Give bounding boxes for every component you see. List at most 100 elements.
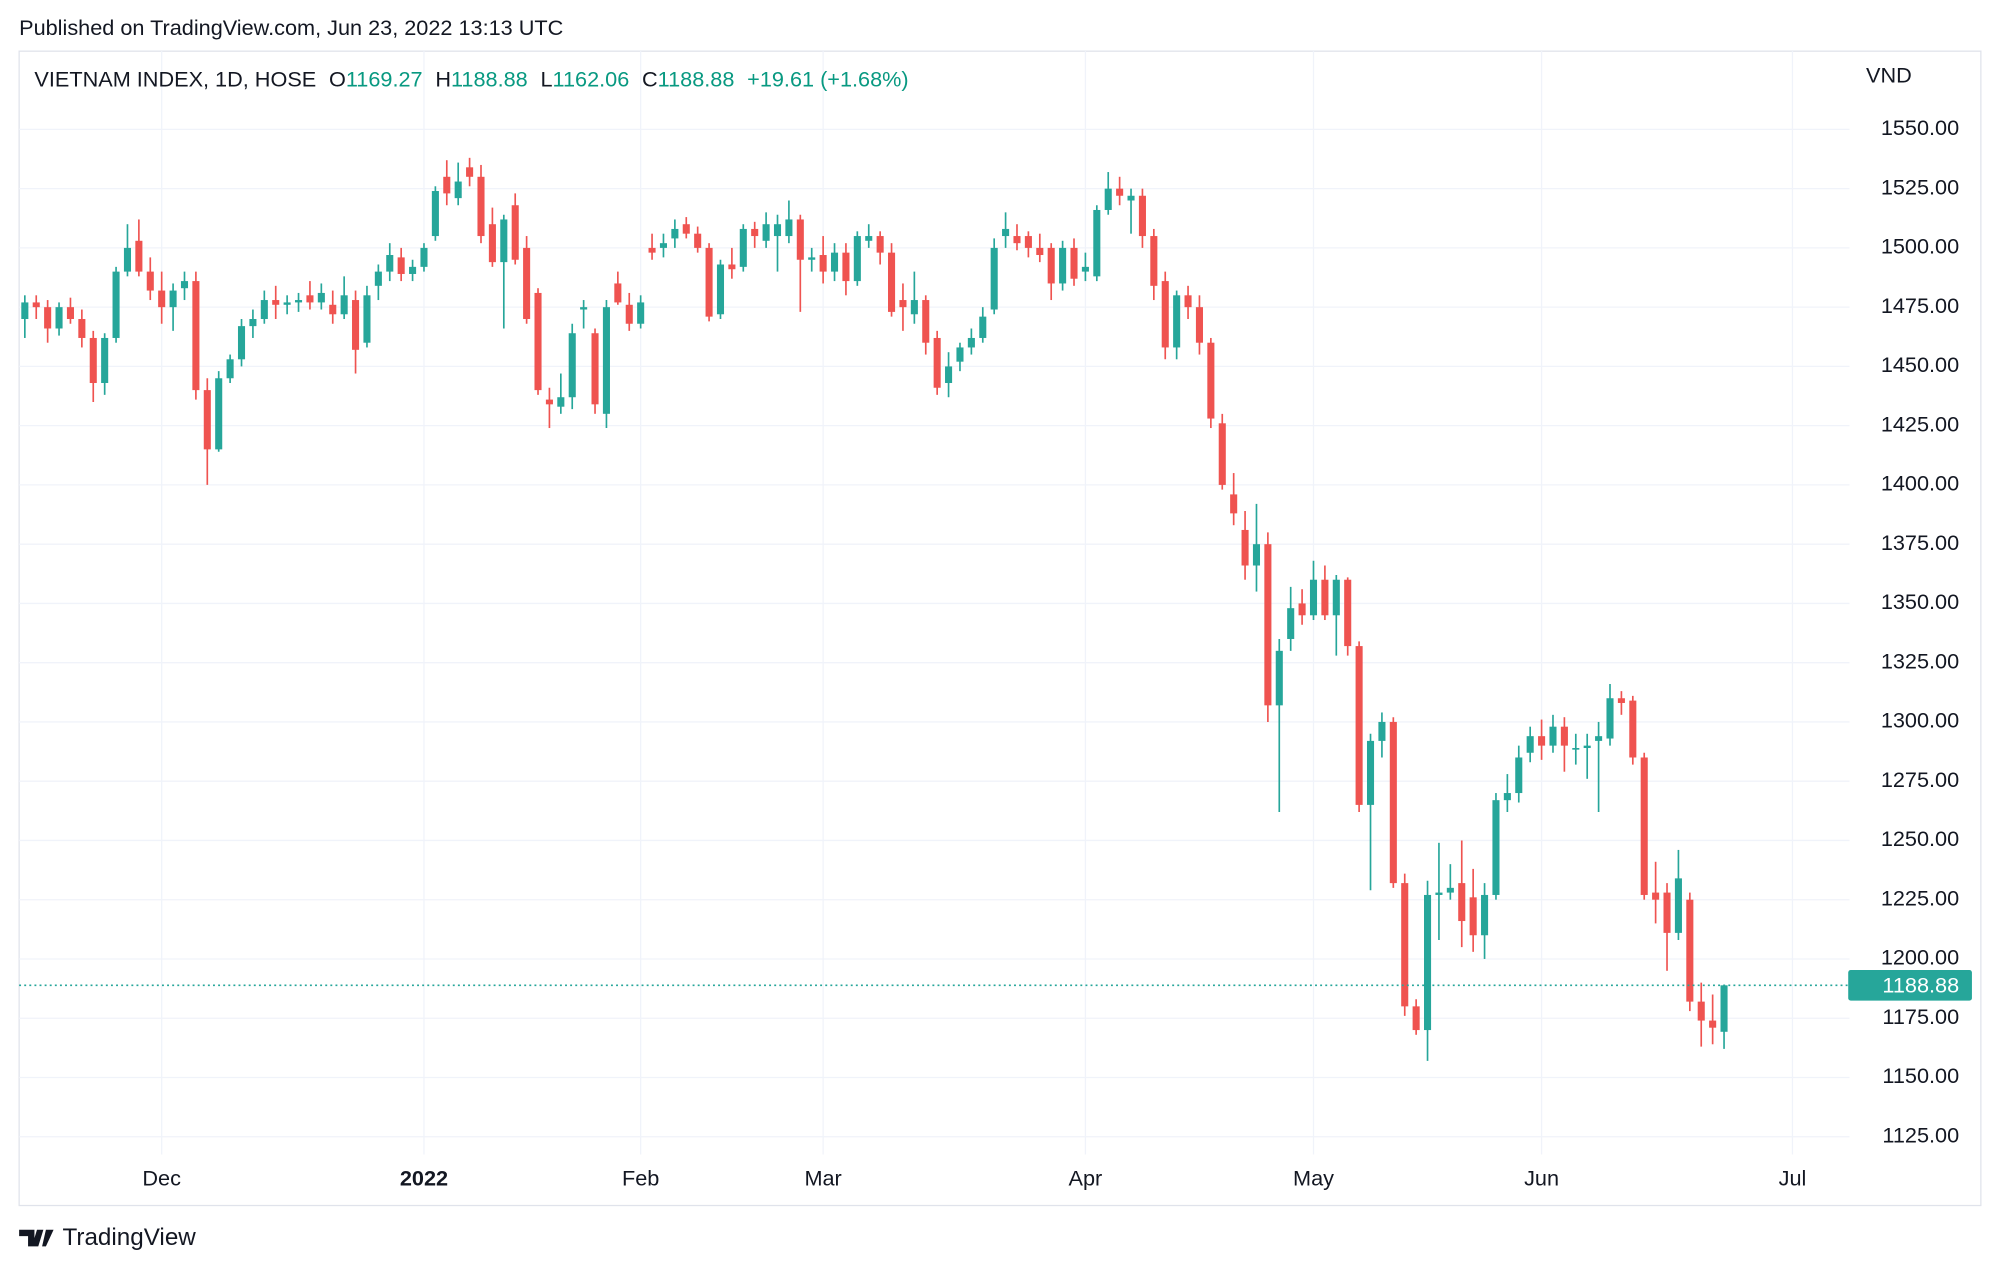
x-tick-label: Apr [1069,1166,1103,1191]
candle-body [55,307,63,329]
candle-body [1059,247,1067,284]
candle-body [1013,236,1021,244]
candle-body [283,302,291,305]
candle-body [1424,894,1432,1031]
candle-body [21,302,29,320]
candle-body [1515,757,1523,794]
y-tick-label: 1450.00 [1881,352,1959,377]
y-tick-label: 1400.00 [1881,471,1959,496]
candle-body [568,333,576,398]
candle-body [580,307,588,310]
candle-body [226,359,234,379]
candle-body [1309,579,1318,616]
candle-body [1560,726,1568,746]
candle-body [78,319,86,338]
candle-body [865,236,873,241]
y-tick-label: 1125.00 [1882,1122,1959,1147]
candle-body [260,300,268,320]
candle-body [101,337,109,384]
y-tick-label: 1225.00 [1881,885,1959,910]
chart-frame [18,50,1982,1207]
x-tick-label: May [1293,1166,1334,1191]
candle-body [1401,883,1409,1007]
published-note: Published on TradingView.com, Jun 23, 20… [19,15,563,40]
candle-body [1595,736,1603,741]
candle-body [66,307,74,320]
high-label: H [435,66,451,91]
candle-body [169,290,177,308]
low-label: L [540,66,552,91]
candle-body [1036,247,1044,256]
candle-body [1720,985,1728,1032]
candle-body [842,252,850,282]
candle-body [910,300,918,315]
candle-body [671,228,679,239]
y-tick-label: 1325.00 [1881,648,1959,673]
candle-body [386,255,394,272]
candle-body [1127,195,1135,201]
footer-brand: TradingView [63,1224,197,1251]
y-tick-label: 1275.00 [1881,767,1959,792]
candle-body [249,319,257,327]
x-tick-label: 2022 [400,1166,448,1191]
candle-body [1116,188,1124,196]
candle-body [477,176,485,237]
candles [19,157,1850,1061]
candle-body [409,266,417,274]
candle-body [967,337,975,348]
last-price-badge [1848,970,1972,1001]
candle-body [945,366,953,384]
candle-body [739,228,747,267]
candle-body [785,219,793,237]
candle-body [329,304,337,315]
logo-mark [19,1229,54,1247]
candle-body [1161,281,1169,348]
candle-body [1686,899,1694,1002]
candle-body [1287,608,1295,639]
candle-body [1332,579,1340,616]
y-tick-label: 1550.00 [1881,115,1959,140]
x-tick-label: Feb [622,1166,659,1191]
candle-body [352,300,360,350]
candle-body [89,337,97,384]
candle-body [500,219,508,263]
candle-body [215,378,223,450]
candle-body [853,236,861,282]
candle-body [773,224,782,237]
footer-logo: TradingView [19,1224,196,1251]
candle-body [1617,698,1625,703]
y-tick-label: 1350.00 [1881,589,1959,614]
x-tick-label: Mar [804,1166,841,1191]
candle-body [44,307,52,329]
candle-body [1298,603,1306,616]
candle-body [431,191,439,237]
candle-body [1572,748,1580,750]
candle-body [511,205,519,260]
grid [19,51,1850,1155]
candle-body [1435,892,1443,895]
candle-body [1458,883,1466,922]
candle-body [1104,188,1112,210]
open-value: 1169.27 [346,66,423,91]
candle-body [796,219,804,260]
candle-body [374,271,382,286]
candle-body [1663,892,1671,933]
candle-body [614,283,622,303]
candle-body [466,167,474,177]
y-tick-label: 1425.00 [1881,411,1959,436]
candle-body [397,257,405,274]
candle-body [1173,295,1181,348]
candle-body [112,271,120,338]
candle-body [1674,878,1682,933]
candle-body [1640,757,1648,895]
candle-body [1709,1020,1717,1028]
candle-body [933,337,941,388]
candle-body [237,326,246,360]
x-tick-label: Dec [142,1166,181,1191]
candle-body [1526,736,1534,753]
symbol: VIETNAM INDEX, 1D, HOSE [34,66,316,91]
candle-body [545,399,553,405]
candle-body [192,281,200,391]
